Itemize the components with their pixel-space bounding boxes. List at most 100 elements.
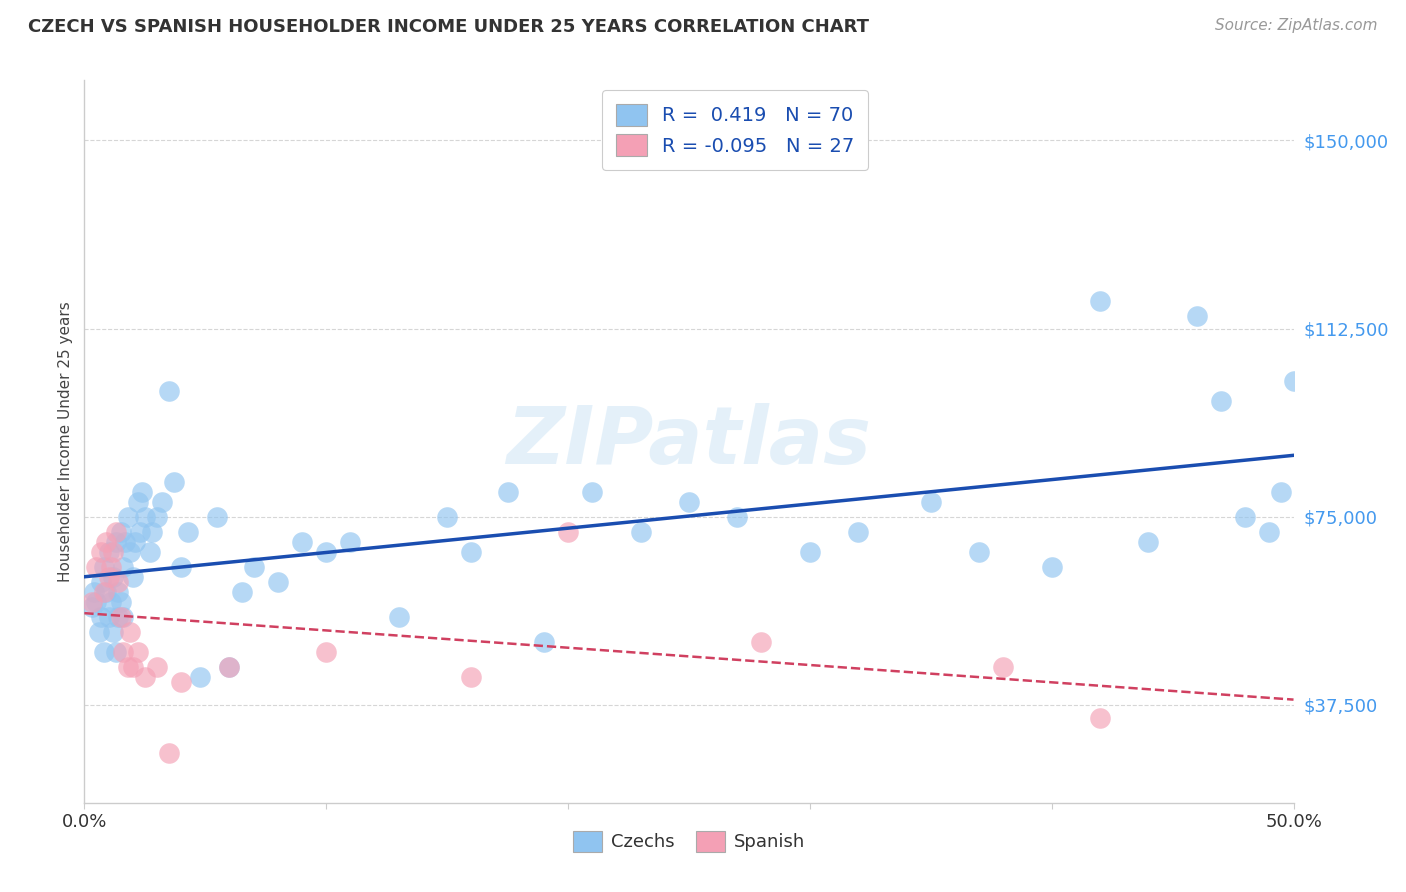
Point [107,574,129,589]
Point [103,625,125,640]
Point [190,670,212,684]
Point [157,384,180,399]
Point [127,494,149,508]
Point [107,585,129,599]
Point [93,585,115,599]
Point [121,660,143,674]
Point [1282,374,1305,388]
Point [104,524,127,539]
Point [124,534,146,549]
Point [120,625,142,640]
Point [107,610,129,624]
Point [557,524,579,539]
Point [94,585,117,599]
Point [117,509,139,524]
Point [436,509,458,524]
Point [1185,309,1208,323]
Point [117,660,139,674]
Point [388,610,411,624]
Point [86,595,108,609]
Point [1209,394,1232,409]
Point [460,670,482,684]
Point [138,545,160,559]
Point [1234,509,1257,524]
Legend: Czechs, Spanish: Czechs, Spanish [565,823,813,859]
Point [97,570,120,584]
Point [86,560,108,574]
Point [93,645,115,659]
Point [170,675,193,690]
Point [207,509,229,524]
Point [87,625,110,640]
Point [177,524,200,539]
Point [121,570,143,584]
Point [90,610,112,624]
Point [112,645,135,659]
Point [97,610,120,624]
Point [80,595,103,609]
Point [112,610,135,624]
Text: Source: ZipAtlas.com: Source: ZipAtlas.com [1215,18,1378,33]
Point [90,574,112,589]
Point [291,534,314,549]
Point [110,595,132,609]
Point [110,610,132,624]
Point [315,645,337,659]
Point [100,595,122,609]
Point [163,475,186,489]
Point [100,560,122,574]
Point [141,524,163,539]
Point [751,635,773,649]
Point [533,635,555,649]
Point [967,545,990,559]
Point [1040,560,1063,574]
Point [104,645,127,659]
Point [80,600,103,615]
Point [114,534,136,549]
Point [1137,534,1160,549]
Point [1088,710,1111,724]
Point [267,574,290,589]
Point [218,660,240,674]
Point [315,545,337,559]
Point [103,570,125,584]
Point [920,494,942,508]
Text: CZECH VS SPANISH HOUSEHOLDER INCOME UNDER 25 YEARS CORRELATION CHART: CZECH VS SPANISH HOUSEHOLDER INCOME UNDE… [28,18,869,36]
Point [496,484,519,499]
Text: ZIPatlas: ZIPatlas [506,402,872,481]
Point [150,494,173,508]
Point [129,524,152,539]
Point [94,534,117,549]
Point [112,560,135,574]
Point [242,560,264,574]
Point [993,660,1015,674]
Point [131,484,153,499]
Point [157,746,180,760]
Point [97,545,120,559]
Point [146,660,169,674]
Point [678,494,700,508]
Point [83,585,105,599]
Point [90,545,112,559]
Point [725,509,748,524]
Point [170,560,193,574]
Point [581,484,603,499]
Point [120,545,142,559]
Point [231,585,253,599]
Point [134,509,156,524]
Point [104,534,127,549]
Point [1088,293,1111,308]
Point [93,560,115,574]
Point [218,660,240,674]
Y-axis label: Householder Income Under 25 years: Householder Income Under 25 years [58,301,73,582]
Point [630,524,652,539]
Point [110,524,132,539]
Point [127,645,149,659]
Point [799,545,821,559]
Point [339,534,361,549]
Point [134,670,156,684]
Point [846,524,869,539]
Point [146,509,169,524]
Point [103,545,125,559]
Point [1258,524,1281,539]
